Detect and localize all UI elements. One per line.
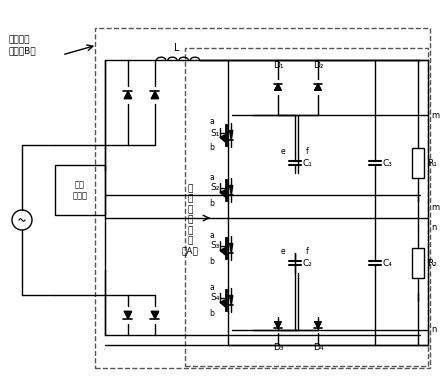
Text: m: m bbox=[431, 204, 439, 213]
Polygon shape bbox=[275, 322, 281, 328]
Text: m: m bbox=[431, 111, 439, 119]
Text: C₁: C₁ bbox=[303, 158, 313, 168]
Polygon shape bbox=[152, 91, 159, 99]
Bar bbox=[412, 148, 424, 178]
Text: L: L bbox=[174, 43, 180, 53]
Text: C₃: C₃ bbox=[383, 158, 393, 168]
Text: e: e bbox=[281, 246, 285, 255]
Text: 第
一
模
块
单
元
（A）: 第 一 模 块 单 元 （A） bbox=[182, 184, 198, 256]
Text: f: f bbox=[306, 147, 308, 155]
Text: 高频
滤波器: 高频 滤波器 bbox=[73, 180, 88, 200]
Polygon shape bbox=[220, 300, 225, 307]
Polygon shape bbox=[124, 312, 132, 319]
Text: n: n bbox=[431, 326, 436, 335]
Text: a: a bbox=[209, 117, 214, 127]
Text: e: e bbox=[281, 147, 285, 155]
Polygon shape bbox=[229, 243, 233, 252]
Polygon shape bbox=[152, 312, 159, 319]
Polygon shape bbox=[315, 84, 321, 90]
Text: D₄: D₄ bbox=[313, 343, 323, 352]
Text: S₂: S₂ bbox=[210, 183, 220, 193]
Polygon shape bbox=[220, 190, 225, 197]
Polygon shape bbox=[220, 135, 225, 142]
Text: S₄: S₄ bbox=[210, 293, 220, 302]
Text: n: n bbox=[431, 224, 436, 232]
Text: a: a bbox=[209, 230, 214, 240]
Polygon shape bbox=[124, 91, 132, 99]
Text: R₂: R₂ bbox=[427, 258, 437, 268]
Text: D₂: D₂ bbox=[313, 61, 323, 69]
Text: R₁: R₁ bbox=[427, 158, 437, 168]
Text: C₂: C₂ bbox=[303, 258, 313, 268]
Text: a: a bbox=[209, 282, 214, 291]
Text: C₄: C₄ bbox=[383, 258, 393, 268]
Text: 第二模块
单元（B）: 第二模块 单元（B） bbox=[8, 35, 35, 55]
Text: S₃: S₃ bbox=[210, 241, 220, 251]
Text: D₁: D₁ bbox=[273, 61, 283, 69]
Bar bbox=[55, 165, 105, 215]
Polygon shape bbox=[229, 130, 233, 139]
Text: b: b bbox=[209, 309, 214, 318]
Text: a: a bbox=[209, 172, 214, 182]
Bar bbox=[412, 248, 424, 278]
Polygon shape bbox=[229, 296, 233, 305]
Text: b: b bbox=[209, 144, 214, 152]
Text: S₁: S₁ bbox=[210, 128, 220, 138]
Text: b: b bbox=[209, 257, 214, 266]
Text: f: f bbox=[306, 246, 308, 255]
Polygon shape bbox=[315, 322, 321, 328]
Polygon shape bbox=[275, 84, 281, 90]
Text: b: b bbox=[209, 199, 214, 207]
Text: D₃: D₃ bbox=[273, 343, 283, 352]
Bar bbox=[95, 28, 430, 368]
Polygon shape bbox=[229, 185, 233, 194]
Bar bbox=[185, 48, 428, 366]
Polygon shape bbox=[220, 247, 225, 255]
